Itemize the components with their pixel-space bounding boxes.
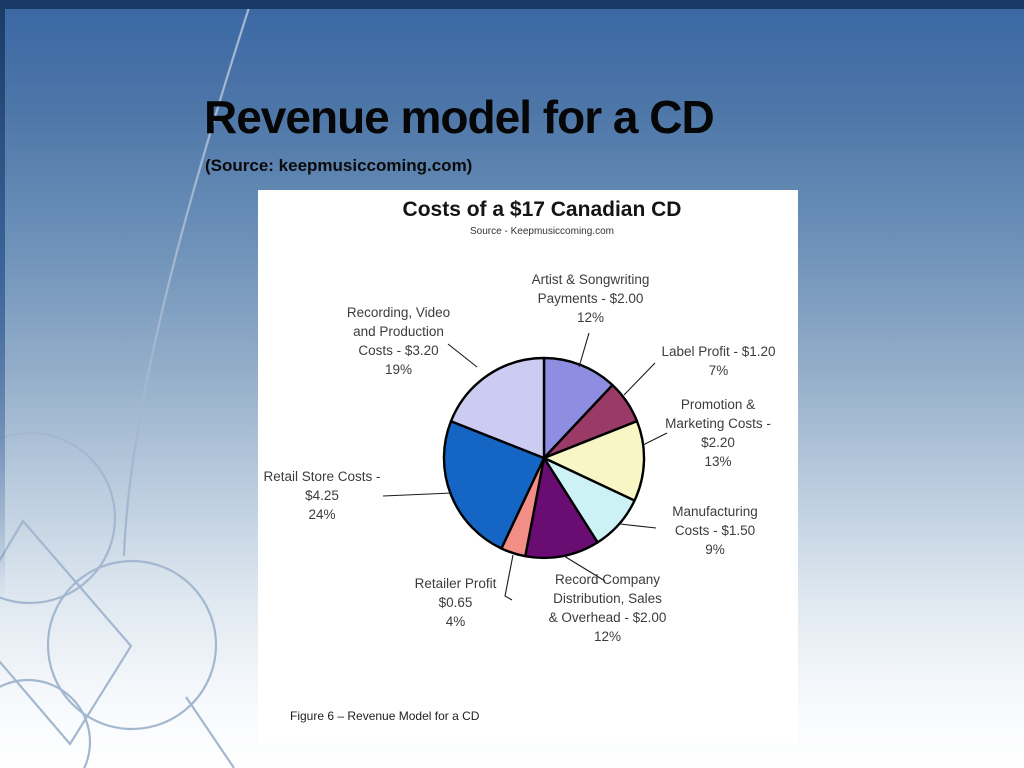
- pie-label-record-company: Record Company Distribution, Sales & Ove…: [548, 572, 667, 644]
- pie-slice-artist-songwriting: [542, 356, 614, 460]
- pie-label-recording-production: Recording, Video and Production Costs - …: [346, 305, 451, 377]
- decorative-circle-1: [0, 431, 117, 605]
- pie-slice-promotion-marketing: [542, 420, 646, 502]
- chart-caption: Figure 6 – Revenue Model for a CD: [290, 709, 480, 723]
- pie-label-retail-store: Retail Store Costs - $4.25 24%: [263, 469, 381, 522]
- chart-title: Costs of a $17 Canadian CD: [402, 198, 682, 221]
- slide-title: Revenue model for a CD: [204, 91, 715, 143]
- decorative-curve: [122, 0, 253, 557]
- decorative-circle-3: [0, 678, 92, 768]
- pie-slice-record-company: [524, 456, 599, 560]
- leader-line-promotion-marketing: [642, 432, 668, 446]
- pie-chart: [382, 332, 668, 601]
- pie-label-retailer-profit: Retailer Profit $0.65 4%: [414, 576, 497, 629]
- pie-label-promotion-marketing: Promotion & Marketing Costs - $2.20 13%: [665, 397, 771, 469]
- chart-panel: Costs of a $17 Canadian CD Source - Keep…: [258, 190, 798, 743]
- decorative-circle-2: [46, 559, 218, 731]
- leader-line-label-profit: [623, 362, 656, 396]
- decorative-diamond: [0, 519, 133, 746]
- pie-slice-recording-production: [449, 356, 546, 460]
- slide-top-border: [0, 0, 1024, 9]
- leader-line-manufacturing: [619, 523, 657, 529]
- decorative-line: [185, 696, 235, 768]
- leader-line-retail-store: [382, 492, 453, 497]
- slide-left-border: [0, 0, 5, 600]
- leader-line-artist-songwriting: [578, 332, 590, 368]
- pie-label-artist-songwriting: Artist & Songwriting Payments - $2.00 12…: [531, 272, 650, 325]
- pie-label-manufacturing: Manufacturing Costs - $1.50 9%: [672, 504, 758, 557]
- pie-slice-retail-store: [442, 420, 546, 550]
- chart-subtitle: Source - Keepmusiccoming.com: [470, 226, 614, 237]
- leader-line-record-company: [563, 555, 606, 582]
- leader-line-recording-production: [447, 343, 478, 368]
- slide-source-note: (Source: keepmusiccoming.com): [205, 156, 473, 175]
- pie-label-label-profit: Label Profit - $1.20 7%: [661, 344, 776, 378]
- leader-line-retailer-profit: [504, 554, 514, 601]
